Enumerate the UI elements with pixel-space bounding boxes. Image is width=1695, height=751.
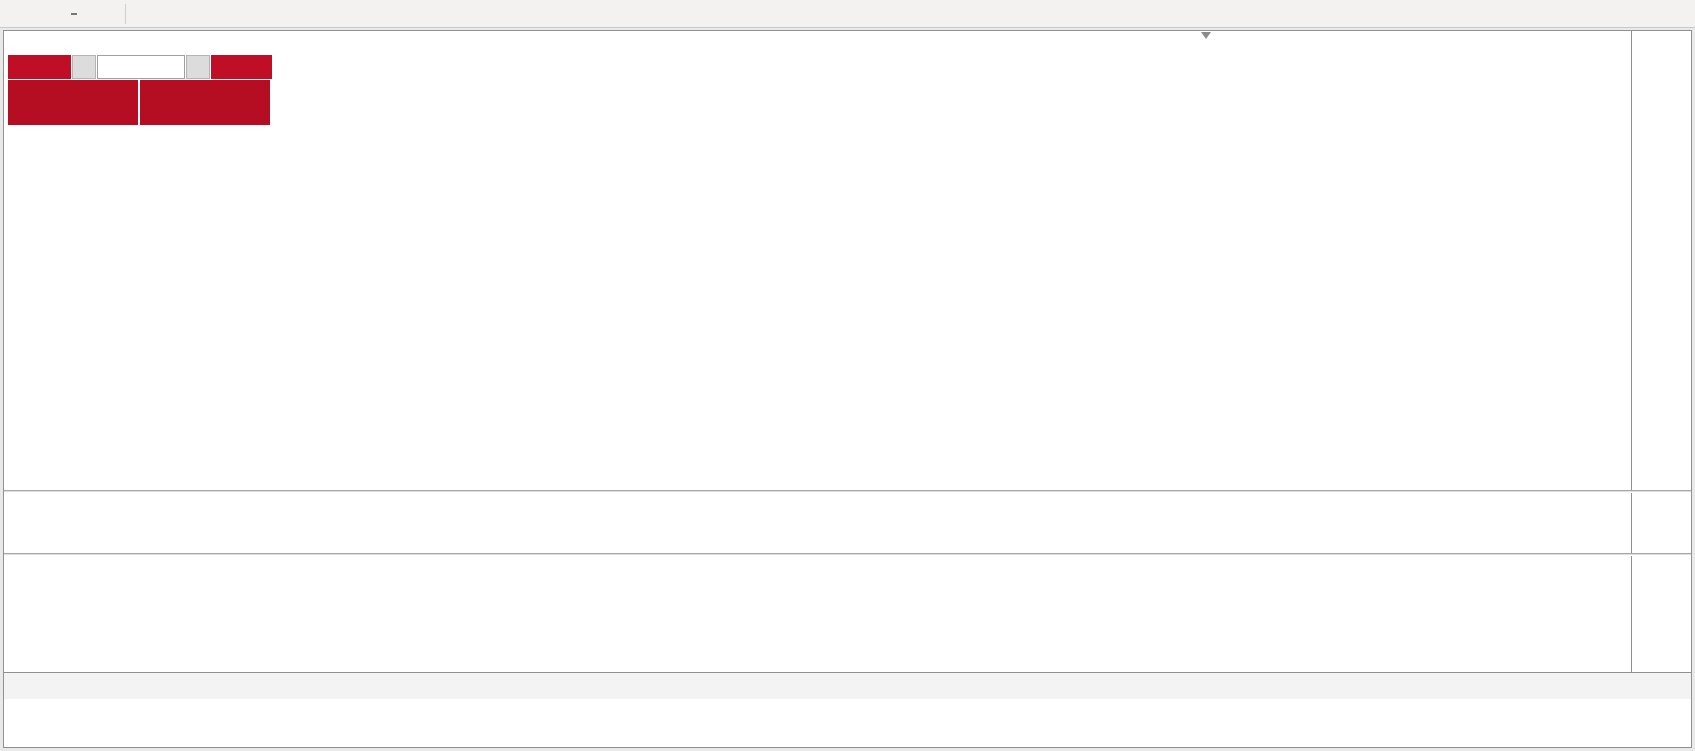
volume-input[interactable]: [96, 55, 185, 79]
rsi-axis[interactable]: [1631, 556, 1691, 672]
text-t-glyph: [70, 12, 77, 15]
macd-axis[interactable]: [1631, 493, 1691, 553]
macd-label: [13, 498, 22, 510]
buy-price-display[interactable]: [140, 80, 270, 125]
rsi-label: [13, 561, 18, 573]
volume-spin-up[interactable]: [185, 55, 210, 79]
trade-panel: [8, 55, 272, 125]
chart-shift-marker-icon[interactable]: [1201, 32, 1211, 39]
chart-window: [3, 30, 1692, 748]
text-label-icon[interactable]: [61, 3, 86, 25]
pane-separator-macd[interactable]: [4, 490, 1691, 493]
app-toolbar: [0, 0, 1695, 28]
chart-grid-icon[interactable]: [5, 3, 30, 25]
buy-button[interactable]: [210, 55, 272, 79]
time-axis[interactable]: [4, 672, 1691, 699]
pane-separator-rsi[interactable]: [4, 553, 1691, 556]
main-chart-canvas[interactable]: [4, 31, 1631, 490]
rsi-pane: [4, 556, 1691, 672]
sell-button[interactable]: [8, 55, 72, 79]
macd-pane: [4, 493, 1691, 553]
shapes-icon[interactable]: [89, 3, 114, 25]
toolbar-separator: [125, 3, 126, 24]
volume-spin-down[interactable]: [72, 55, 96, 79]
macd-canvas[interactable]: [4, 493, 1631, 553]
rsi-canvas[interactable]: [4, 556, 1631, 672]
main-chart-pane: [4, 31, 1691, 490]
sell-price-display[interactable]: [8, 80, 138, 125]
text-annotation-icon[interactable]: [33, 3, 58, 25]
main-price-axis[interactable]: [1631, 31, 1691, 490]
